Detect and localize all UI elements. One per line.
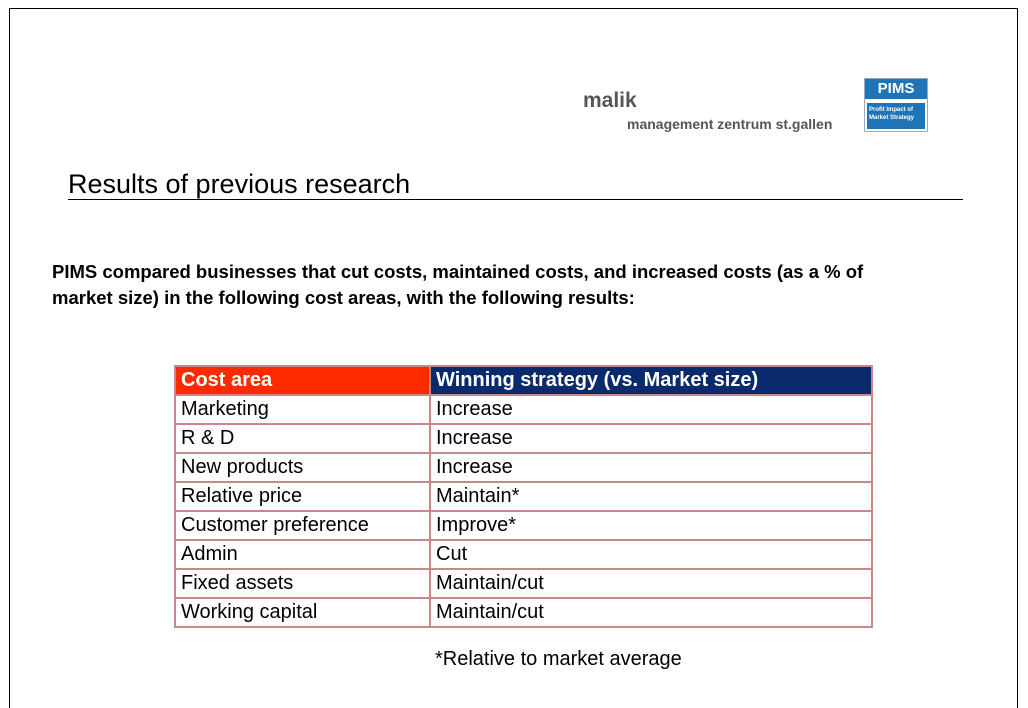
header-cell: Cost area bbox=[174, 365, 431, 396]
slide: malik management zentrum st.gallen PIMS … bbox=[9, 8, 1018, 708]
table-cell: Cut bbox=[429, 539, 873, 570]
brand-subtitle: management zentrum st.gallen bbox=[627, 116, 833, 132]
table-cell: Relative price bbox=[174, 481, 431, 512]
intro: PIMS compared businesses that cut costs,… bbox=[52, 261, 864, 308]
table-cell: Increase bbox=[429, 423, 873, 454]
tagline-line: Profit Impact of bbox=[869, 107, 914, 113]
table-row: Relative price Maintain* bbox=[174, 481, 873, 512]
table-row: New products Increase bbox=[174, 452, 873, 483]
header-row: Cost area Winning strategy (vs. Market s… bbox=[174, 365, 873, 396]
table-cell: Increase bbox=[429, 394, 873, 425]
table-cell: Admin bbox=[174, 539, 431, 570]
table-cell: Maintain/cut bbox=[429, 597, 873, 628]
table-cell: Maintain* bbox=[429, 481, 873, 512]
footnote: *Relative to market average bbox=[435, 648, 682, 670]
table-cell: New products bbox=[174, 452, 431, 483]
table-cell: Customer preference bbox=[174, 510, 431, 541]
table-row: Admin Cut bbox=[174, 539, 873, 570]
table-cell: Improve* bbox=[429, 510, 873, 541]
title: Results of previous research bbox=[68, 169, 411, 199]
tagline-line: Market Strategy bbox=[869, 115, 915, 121]
table-body: Marketing Increase R & D Increase New produc… bbox=[174, 394, 873, 628]
table-row: Fixed assets Maintain/cut bbox=[174, 568, 873, 599]
table-cell: R & D bbox=[174, 423, 431, 454]
cost-table: Cost area Winning strategy (vs. Market s… bbox=[174, 365, 873, 628]
table-cell: Increase bbox=[429, 452, 873, 483]
table-row: Working capital Maintain/cut bbox=[174, 597, 873, 628]
table-cell: Maintain/cut bbox=[429, 568, 873, 599]
header-cell: Winning strategy (vs. Market size) bbox=[429, 365, 873, 396]
title-rule bbox=[68, 199, 963, 200]
table-cell: Marketing bbox=[174, 394, 431, 425]
table-cell: Working capital bbox=[174, 597, 431, 628]
pims-word: PIMS bbox=[865, 79, 927, 99]
table-row: Marketing Increase bbox=[174, 394, 873, 425]
brand: malik bbox=[583, 89, 637, 112]
pims-logo: PIMS Profit Impact of Market Strategy bbox=[864, 78, 928, 132]
table-row: Customer preference Improve* bbox=[174, 510, 873, 541]
table-row: R & D Increase bbox=[174, 423, 873, 454]
table-cell: Fixed assets bbox=[174, 568, 431, 599]
pims-tagline: Profit Impact of Market Strategy bbox=[867, 103, 925, 129]
